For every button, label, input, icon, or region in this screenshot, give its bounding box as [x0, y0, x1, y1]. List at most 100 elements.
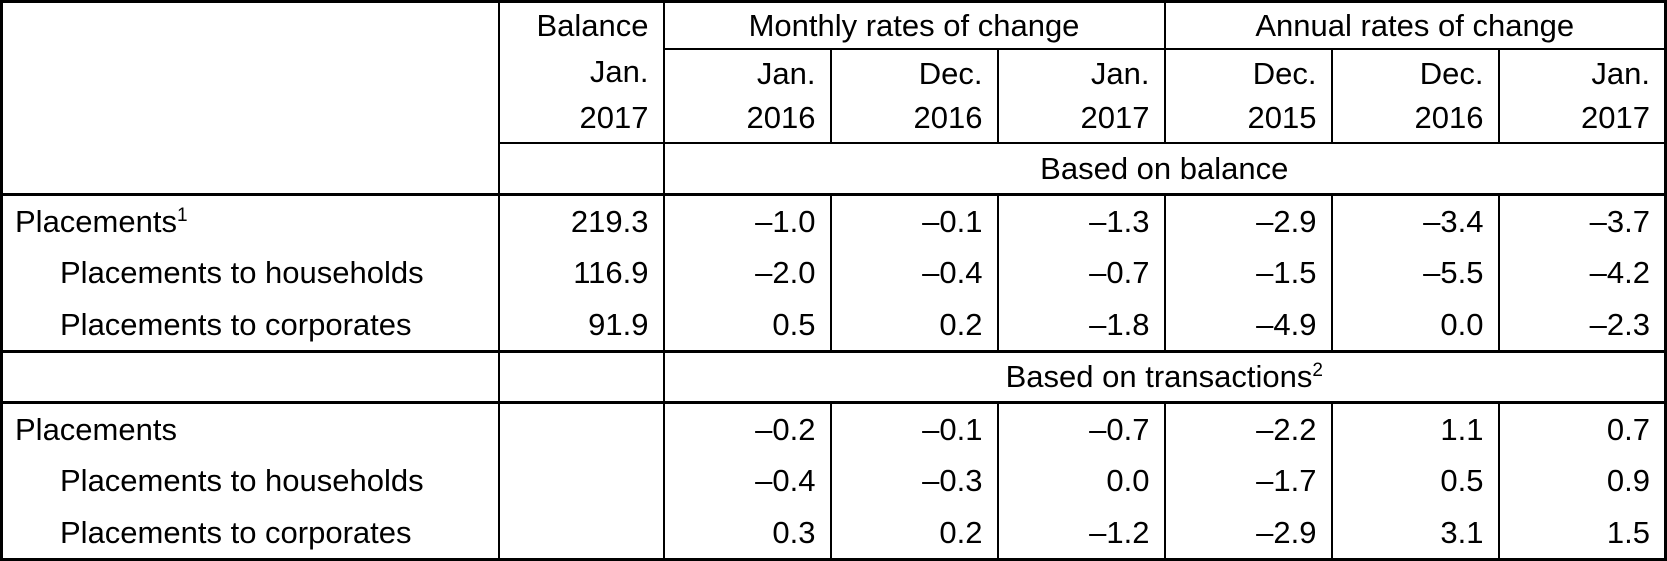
- rate-value: –2.3: [1497, 298, 1666, 352]
- table-row: Placements1 219.3 –1.0 –0.1 –1.3 –2.9 –3…: [1, 194, 1666, 247]
- row-label-text: Placements: [15, 203, 177, 239]
- monthly-group-header: Monthly rates of change: [662, 1, 1165, 50]
- balance-header-month: Jan.: [589, 54, 649, 89]
- section-title-footnote: 2: [1312, 360, 1323, 382]
- rate-value: –1.0: [662, 194, 831, 247]
- rate-value: 1.1: [1330, 402, 1499, 455]
- rate-value: 0.5: [1330, 454, 1499, 508]
- row-label-text: Placements to corporates: [60, 306, 412, 342]
- rate-value: –2.2: [1163, 402, 1332, 455]
- row-label-text: Placements to households: [60, 255, 424, 291]
- rate-value: –1.5: [1163, 246, 1332, 299]
- balance-header-year: 2017: [579, 100, 649, 135]
- date-header-cell: Jan. 2016: [662, 48, 831, 144]
- rate-value: –0.7: [996, 246, 1165, 299]
- date-header-cell: Dec. 2016: [829, 48, 998, 144]
- rate-value: 0.0: [1330, 298, 1499, 352]
- empty-balance-cell: [497, 142, 665, 196]
- balance-value: [497, 402, 665, 455]
- rate-value: 0.2: [829, 298, 998, 352]
- rate-value: –0.7: [996, 402, 1165, 455]
- rate-value: –3.4: [1330, 194, 1499, 247]
- rate-value: 0.7: [1497, 402, 1666, 455]
- rate-value: –0.2: [662, 402, 831, 455]
- rate-value: 0.3: [662, 507, 831, 560]
- section-row-transactions: Based on transactions2: [1, 349, 1666, 404]
- rate-value: 0.0: [996, 454, 1165, 508]
- row-label: Placements to households: [1, 246, 500, 299]
- table-row: Placements to households –0.4 –0.3 0.0 –…: [1, 454, 1666, 508]
- rate-value: –1.7: [1163, 454, 1332, 508]
- rate-value: 0.2: [829, 507, 998, 560]
- empty-balance-cell: [497, 349, 665, 404]
- row-label-footnote: 1: [176, 204, 188, 226]
- date-year: 2017: [1080, 99, 1150, 135]
- rate-value: 1.5: [1497, 507, 1666, 560]
- date-header-row: Jan. 2016 Dec. 2016 Jan. 2017 Dec. 2015 …: [2, 48, 1666, 144]
- rate-value: –1.2: [996, 507, 1165, 560]
- annual-group-header: Annual rates of change: [1163, 1, 1666, 50]
- section-row-balance: Based on balance: [2, 142, 1666, 196]
- empty-label-cell: [1, 349, 500, 404]
- rate-value: –4.9: [1163, 298, 1332, 352]
- balance-value: [497, 507, 665, 560]
- rate-value: –3.7: [1497, 194, 1666, 247]
- date-month: Dec.: [1252, 55, 1317, 91]
- section-title-transactions: Based on transactions2: [662, 349, 1666, 404]
- date-year: 2016: [913, 99, 983, 135]
- row-label: Placements to corporates: [1, 298, 500, 352]
- row-label-text: Placements: [15, 411, 177, 447]
- row-label: Placements1: [1, 194, 500, 247]
- date-month: Jan.: [1591, 55, 1651, 91]
- group-header-row: Balance Jan. 2017 Monthly rates of chang…: [1, 1, 1666, 196]
- rate-value: –1.3: [996, 194, 1165, 247]
- rate-value: 0.9: [1497, 454, 1666, 508]
- rate-value: –2.9: [1163, 507, 1332, 560]
- row-label: Placements to corporates: [1, 507, 500, 560]
- rate-value: 0.5: [662, 298, 831, 352]
- table-row: Placements to corporates 0.3 0.2 –1.2 –2…: [1, 507, 1666, 560]
- date-year: 2017: [1581, 99, 1651, 135]
- section-title-text: Based on balance: [1040, 150, 1289, 186]
- rate-value: –4.2: [1497, 246, 1666, 299]
- date-month: Jan.: [1090, 55, 1150, 91]
- date-year: 2015: [1247, 99, 1317, 135]
- rate-value: –0.3: [829, 454, 998, 508]
- table-row: Placements –0.2 –0.1 –0.7 –2.2 1.1 0.7: [1, 402, 1666, 455]
- balance-column-header: Balance Jan. 2017: [497, 1, 665, 144]
- date-header-cell: Dec. 2016: [1330, 48, 1499, 144]
- date-month: Jan.: [756, 55, 816, 91]
- rate-value: –0.4: [829, 246, 998, 299]
- balance-value: [497, 454, 665, 508]
- table-row: Placements to households 116.9 –2.0 –0.4…: [1, 246, 1666, 299]
- date-year: 2016: [1414, 99, 1484, 135]
- rate-value: –2.0: [662, 246, 831, 299]
- rate-value: –2.9: [1163, 194, 1332, 247]
- rate-value: –0.4: [662, 454, 831, 508]
- row-label: Placements to households: [1, 454, 500, 508]
- row-label-text: Placements to corporates: [60, 515, 412, 551]
- row-label-text: Placements to households: [60, 463, 424, 499]
- rate-value: –1.8: [996, 298, 1165, 352]
- section-title-balance: Based on balance: [662, 142, 1666, 196]
- rate-value: –5.5: [1330, 246, 1499, 299]
- date-header-cell: Jan. 2017: [1497, 48, 1666, 144]
- date-header-cell: Jan. 2017: [996, 48, 1165, 144]
- date-month: Dec.: [1419, 55, 1484, 91]
- date-header-cell: Dec. 2015: [1163, 48, 1332, 144]
- date-month: Dec.: [918, 55, 983, 91]
- balance-value: 116.9: [497, 246, 665, 299]
- balance-header-label: Balance: [536, 8, 649, 43]
- corner-cell: [1, 1, 500, 196]
- rate-value: –0.1: [829, 402, 998, 455]
- row-label: Placements: [1, 402, 500, 455]
- balance-value: 219.3: [497, 194, 665, 247]
- table-row: Placements to corporates 91.9 0.5 0.2 –1…: [1, 298, 1666, 352]
- section-title-text: Based on transactions: [1005, 359, 1313, 395]
- rate-value: –0.1: [829, 194, 998, 247]
- rate-value: 3.1: [1330, 507, 1499, 560]
- balance-value: 91.9: [497, 298, 665, 352]
- date-year: 2016: [746, 99, 816, 135]
